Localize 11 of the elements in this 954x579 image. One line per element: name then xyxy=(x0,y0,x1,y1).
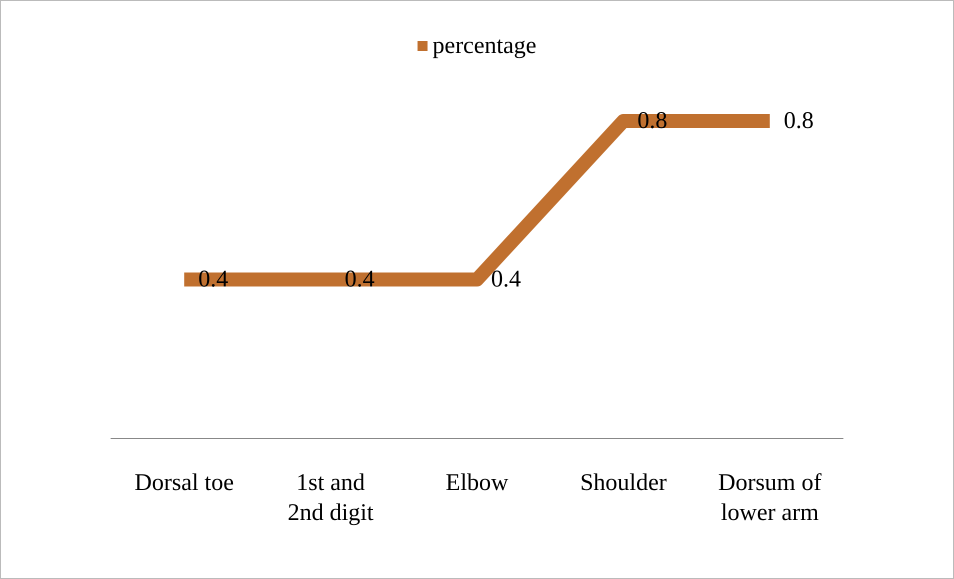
x-tick-label: Dorsal toe xyxy=(134,470,234,496)
legend-label: percentage xyxy=(432,33,536,59)
data-label: 0.4 xyxy=(344,266,375,292)
x-tick-label: Dorsum of lower arm xyxy=(718,470,822,526)
data-label: 0.4 xyxy=(491,266,521,292)
x-tick-label: Shoulder xyxy=(580,470,667,496)
data-label: 0.8 xyxy=(784,108,814,134)
x-tick-label: 1st and 2nd digit xyxy=(288,470,374,526)
data-label: 0.8 xyxy=(637,108,668,134)
data-label: 0.4 xyxy=(198,266,228,292)
x-tick-label: Elbow xyxy=(446,470,509,496)
